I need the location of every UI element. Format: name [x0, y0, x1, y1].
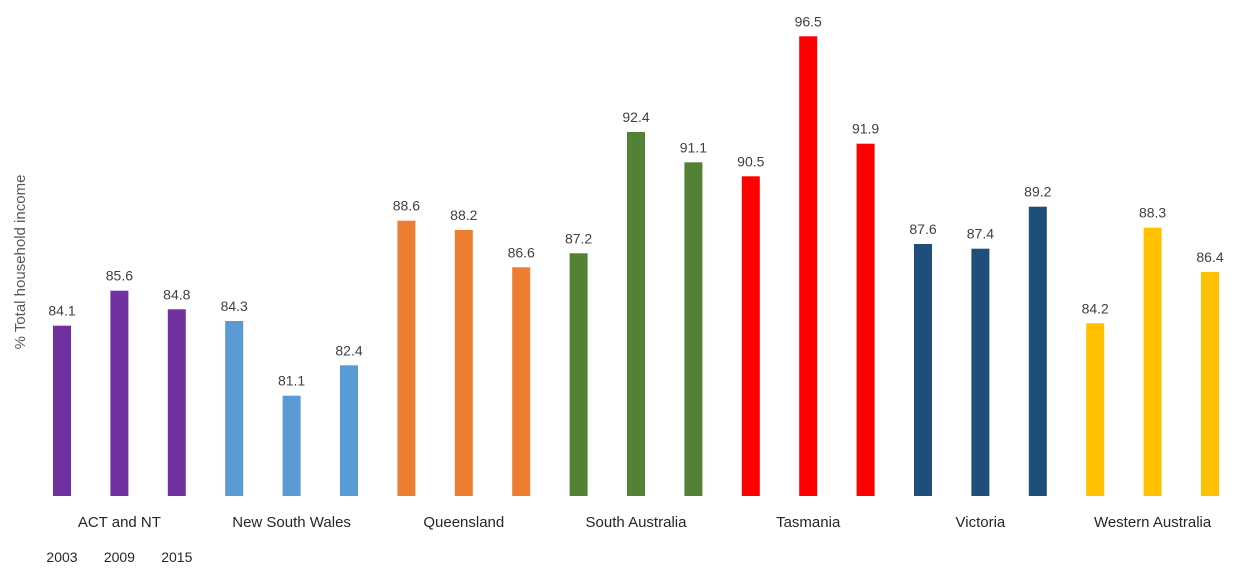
bar-2-0	[397, 220, 416, 496]
data-label-0-0: 84.1	[48, 303, 75, 319]
bar-2-2	[512, 267, 531, 496]
bar-0-1	[110, 290, 129, 496]
bar-4-2	[856, 143, 875, 496]
data-label-0-2: 84.8	[163, 286, 190, 302]
category-label-6: Western Australia	[1094, 514, 1212, 531]
y-axis-title: % Total household income	[12, 175, 29, 350]
value-labels-layer: 84.1 85.6 84.8 84.3 81.1 82.4 88.6 88.2 86.6 87.2…	[48, 13, 1223, 388]
year-labels-layer: 2003 2009 2015	[46, 549, 192, 565]
data-label-4-0: 90.5	[737, 153, 764, 169]
year-label-1: 2009	[104, 549, 135, 565]
data-label-1-1: 81.1	[278, 373, 305, 389]
category-label-5: Victoria	[956, 514, 1006, 531]
bar-0-0	[53, 325, 71, 496]
category-label-0: ACT and NT	[78, 514, 161, 531]
data-label-1-2: 82.4	[335, 342, 362, 358]
data-label-5-2: 89.2	[1024, 184, 1051, 200]
year-label-2: 2015	[161, 549, 192, 565]
bar-2-1	[454, 230, 473, 496]
category-label-3: South Australia	[586, 514, 688, 531]
category-label-4: Tasmania	[776, 514, 841, 531]
data-label-2-1: 88.2	[450, 207, 477, 223]
bar-3-0	[569, 253, 588, 496]
bar-6-1	[1143, 227, 1162, 496]
data-label-3-2: 91.1	[680, 139, 707, 155]
category-labels-layer: ACT and NT New South Wales Queensland South…	[78, 514, 1212, 531]
data-label-3-1: 92.4	[622, 109, 649, 125]
bar-6-2	[1201, 272, 1219, 496]
bar-6-0	[1086, 323, 1105, 496]
bar-1-0	[225, 321, 244, 496]
bar-5-1	[971, 248, 990, 496]
bar-4-1	[799, 36, 818, 497]
data-label-1-0: 84.3	[221, 298, 248, 314]
data-label-5-0: 87.6	[909, 221, 936, 237]
data-label-4-2: 91.9	[852, 121, 879, 137]
bar-3-1	[627, 132, 645, 496]
data-label-6-0: 84.2	[1082, 300, 1109, 316]
bar-1-1	[282, 395, 301, 496]
bar-5-2	[1028, 206, 1047, 496]
bar-5-0	[914, 244, 932, 496]
bar-0-2	[167, 309, 186, 496]
data-label-3-0: 87.2	[565, 230, 592, 246]
data-label-2-2: 86.6	[508, 244, 535, 260]
category-label-2: Queensland	[423, 514, 504, 531]
data-label-0-1: 85.6	[106, 268, 133, 284]
data-label-5-1: 87.4	[967, 226, 994, 242]
data-label-2-0: 88.6	[393, 198, 420, 214]
bar-3-2	[684, 162, 703, 497]
bars-layer	[53, 36, 1219, 497]
data-label-4-1: 96.5	[795, 13, 822, 29]
data-label-6-1: 88.3	[1139, 205, 1166, 221]
data-label-6-2: 86.4	[1196, 249, 1223, 265]
bar-1-2	[340, 365, 358, 496]
category-label-1: New South Wales	[232, 514, 351, 531]
year-label-0: 2003	[46, 549, 77, 565]
bar-4-0	[741, 176, 760, 497]
